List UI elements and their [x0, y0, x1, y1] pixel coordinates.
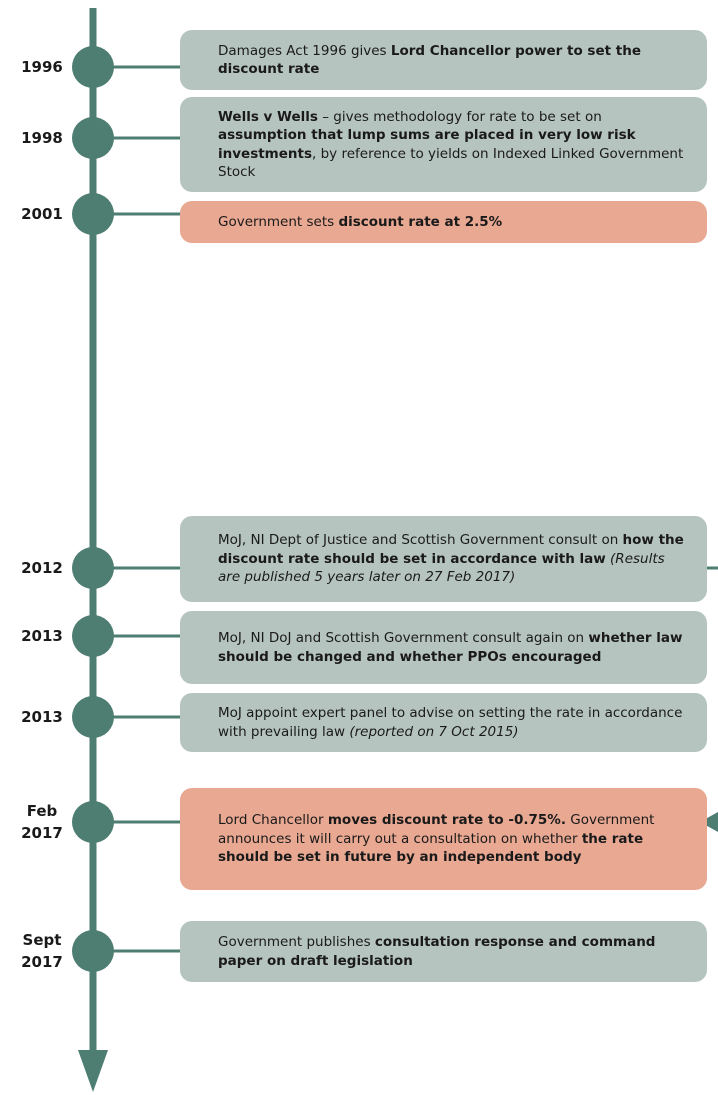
text-run: the rate should be set in future by an i…: [218, 830, 644, 866]
text-run: consultation response and command paper …: [218, 934, 656, 969]
text-run: (reported on 7 Oct 2015): [349, 723, 519, 740]
timeline-node: [72, 801, 114, 843]
event-text: Government sets discount rate at 2.5%: [218, 213, 687, 232]
event-box: Damages Act 1996 gives Lord Chancellor p…: [180, 30, 707, 90]
event-box: Lord Chancellor moves discount rate to -…: [180, 788, 707, 890]
text-run: (Results are published 5 years later on …: [218, 550, 665, 586]
text-run: MoJ, NI Dept of Justice and Scottish Gov…: [218, 532, 623, 549]
event-box: MoJ appoint expert panel to advise on se…: [180, 693, 707, 752]
event-date: 2012: [21, 559, 63, 577]
event-text: MoJ, NI DoJ and Scottish Government cons…: [218, 629, 687, 666]
text-run: discount rate at 2.5%: [338, 213, 503, 230]
timeline-node: [72, 547, 114, 589]
event-box: MoJ, NI Dept of Justice and Scottish Gov…: [180, 516, 707, 602]
timeline-node: [72, 930, 114, 972]
event-date: Feb 2017: [21, 802, 63, 842]
event-text: Wells v Wells – gives methodology for ra…: [218, 108, 687, 182]
event-text: Government publishes consultation respon…: [218, 933, 687, 970]
event-text: MoJ, NI Dept of Justice and Scottish Gov…: [218, 531, 687, 587]
text-run: Lord Chancellor power to set the discoun…: [218, 42, 641, 78]
event-box: Wells v Wells – gives methodology for ra…: [180, 97, 707, 192]
event-box: MoJ, NI DoJ and Scottish Government cons…: [180, 611, 707, 684]
text-run: Wells v Wells: [218, 108, 318, 125]
text-run: moves discount rate to -0.75%.: [327, 812, 566, 829]
text-run: , by reference to yields on Indexed Link…: [218, 145, 684, 181]
text-run: – gives methodology for rate to be set o…: [317, 108, 602, 125]
event-date: 2013: [21, 708, 63, 726]
timeline-node: [72, 117, 114, 159]
text-run: Damages Act 1996 gives: [218, 42, 391, 59]
text-run: how the discount rate should be set in a…: [218, 532, 684, 567]
text-run: Lord Chancellor: [218, 812, 328, 829]
text-run: Government sets: [218, 213, 339, 230]
text-run: Government announces it will carry out a…: [218, 812, 655, 847]
text-run: assumption that lump sums are placed in …: [218, 127, 636, 162]
event-text: Lord Chancellor moves discount rate to -…: [218, 811, 687, 867]
event-date: 1998: [21, 129, 63, 147]
event-date: Sept 2017: [21, 931, 63, 971]
event-date: 2013: [21, 627, 63, 645]
event-text: MoJ appoint expert panel to advise on se…: [218, 704, 687, 741]
event-box: Government sets discount rate at 2.5%: [180, 201, 707, 243]
timeline-node: [72, 46, 114, 88]
text-run: whether law should be changed and whethe…: [218, 630, 683, 665]
side-arrow: [700, 812, 718, 832]
event-text: Damages Act 1996 gives Lord Chancellor p…: [218, 42, 687, 79]
text-run: MoJ, NI DoJ and Scottish Government cons…: [218, 630, 589, 646]
text-run: Government publishes: [218, 934, 375, 950]
event-box: Government publishes consultation respon…: [180, 921, 707, 982]
event-date: 2001: [21, 205, 63, 223]
timeline-node: [72, 696, 114, 738]
timeline-arrowhead: [78, 1050, 108, 1092]
timeline-node: [72, 615, 114, 657]
timeline-node: [72, 193, 114, 235]
event-date: 1996: [21, 58, 63, 76]
text-run: MoJ appoint expert panel to advise on se…: [218, 705, 683, 740]
